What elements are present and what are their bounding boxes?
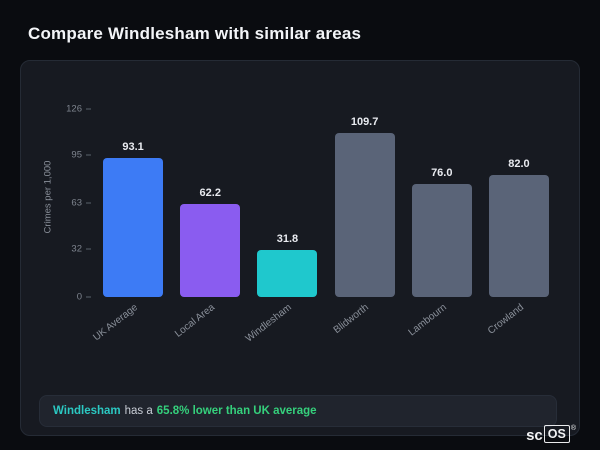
x-label-col: Local Area <box>173 297 240 349</box>
bar-value-label: 76.0 <box>431 166 453 179</box>
y-tick: 126 <box>66 104 91 115</box>
bar-group-windlesham: 31.8 <box>257 109 318 297</box>
page-title: Compare Windlesham with similar areas <box>28 24 362 43</box>
y-tick: 95 <box>71 150 91 161</box>
bar-chart: Crimes per 1,000 126 95 63 32 0 93.1 62.2 31.8… <box>39 97 557 349</box>
bar-group-blidworth: 109.7 <box>334 109 395 297</box>
y-tick-label: 95 <box>71 149 82 161</box>
y-tick-mark <box>86 108 91 110</box>
x-label-col: Blidworth <box>332 297 395 349</box>
x-axis-label: UK Average <box>91 302 140 344</box>
scos-logo: sc OS ® <box>526 424 576 444</box>
y-axis: 126 95 63 32 0 <box>57 104 93 303</box>
bar-group-crowland: 82.0 <box>488 109 549 297</box>
y-tick-label: 0 <box>76 291 82 303</box>
y-axis-title-column: Crimes per 1,000 <box>39 97 57 297</box>
logo-text-sc: sc <box>526 427 543 444</box>
logo-text-os: OS <box>543 424 570 443</box>
bar-group-local-area: 62.2 <box>180 109 241 297</box>
bar[interactable] <box>103 158 164 297</box>
y-tick-label: 63 <box>71 197 82 209</box>
chart-card: Crimes per 1,000 126 95 63 32 0 93.1 62.2 31.8… <box>20 60 580 436</box>
plot-wrap: 126 95 63 32 0 93.1 62.2 31.8 109.7 76.0 82.0 UK … <box>57 97 557 349</box>
registered-mark: ® <box>570 424 576 432</box>
x-label-col: Lambourn <box>406 297 472 349</box>
x-label-col: Windlesham <box>244 297 317 349</box>
bar[interactable] <box>257 249 318 297</box>
bar[interactable] <box>488 174 549 297</box>
x-label-col: UK Average <box>91 297 163 349</box>
y-tick: 63 <box>71 198 91 209</box>
bars-area: 93.1 62.2 31.8 109.7 76.0 82.0 <box>93 109 557 297</box>
bar-value-label: 93.1 <box>122 141 144 154</box>
x-axis-labels: UK Average Local Area Windlesham Blidworth L… <box>91 297 557 349</box>
x-axis-label: Local Area <box>173 302 218 340</box>
bar-value-label: 31.8 <box>276 232 299 245</box>
footer-highlight: 65.8% lower than UK average <box>156 405 317 417</box>
bar-value-label: 82.0 <box>508 157 530 170</box>
y-tick-mark <box>86 154 91 156</box>
y-tick: 32 <box>71 244 91 255</box>
x-axis-label: Windlesham <box>244 302 295 345</box>
footer-mid-text: has a <box>124 405 153 417</box>
y-tick-label: 126 <box>66 103 82 115</box>
x-label-col: Crowland <box>485 297 549 349</box>
bar[interactable] <box>180 204 241 297</box>
y-tick-label: 32 <box>71 243 82 255</box>
y-tick-mark <box>86 248 91 250</box>
y-tick: 0 <box>77 292 91 303</box>
bar-value-label: 62.2 <box>199 187 221 200</box>
bar[interactable] <box>334 133 395 297</box>
comparison-note: Windlesham has a 65.8% lower than UK avera… <box>39 395 557 427</box>
x-axis-label: Lambourn <box>406 302 449 339</box>
y-tick-mark <box>86 202 91 204</box>
bar-group-uk-average: 93.1 <box>103 109 164 297</box>
x-axis-label: Crowland <box>485 302 526 337</box>
footer-subject: Windlesham <box>53 405 121 417</box>
y-axis-title: Crimes per 1,000 <box>42 160 54 234</box>
y-tick-mark <box>86 296 91 298</box>
bar[interactable] <box>411 183 472 297</box>
bar-group-lambourn: 76.0 <box>411 109 472 297</box>
x-axis-label: Blidworth <box>332 302 372 336</box>
bar-value-label: 109.7 <box>350 116 379 129</box>
plot-area: 126 95 63 32 0 93.1 62.2 31.8 109.7 76.0 82.0 <box>57 97 557 303</box>
